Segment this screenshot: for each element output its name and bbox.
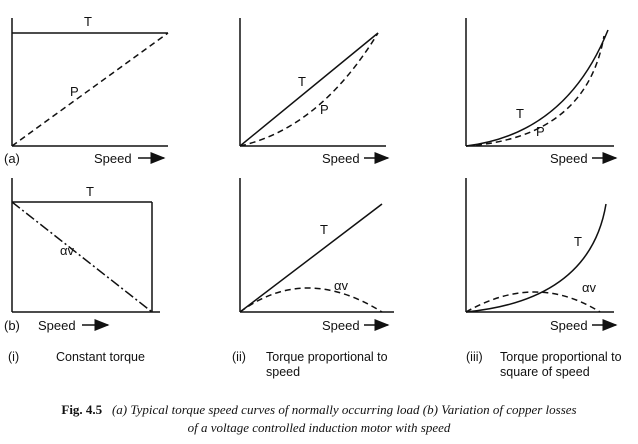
- copper-loss-label: αv: [334, 278, 349, 293]
- panel-a-square: T P Speed: [465, 18, 618, 166]
- power-label: P: [70, 84, 79, 99]
- torque-label: T: [516, 106, 524, 121]
- torque-curve: [239, 203, 383, 313]
- caption-number-i: (i): [8, 350, 20, 364]
- panel-a-constant-torque: T P (a) Speed: [4, 14, 169, 166]
- figure-caption-line2: of a voltage controlled induction motor …: [0, 420, 638, 436]
- torque-label: T: [86, 184, 94, 199]
- torque-label: T: [574, 234, 582, 249]
- caption-proportional: Torque proportional to speed: [266, 350, 388, 379]
- x-axis-label: Speed: [550, 151, 588, 166]
- power-curve: [465, 35, 605, 147]
- x-axis-label: Speed: [38, 318, 76, 333]
- copper-loss-label: αv: [60, 243, 75, 258]
- copper-loss-label: αv: [582, 280, 597, 295]
- x-axis-label: Speed: [322, 318, 360, 333]
- power-curve: [11, 32, 169, 147]
- figure-caption-text1: (a) Typical torque speed curves of norma…: [111, 402, 577, 417]
- panel-b-square: T αv Speed: [465, 178, 618, 333]
- panel-tag: (b): [4, 318, 20, 333]
- torque-label: T: [298, 74, 306, 89]
- caption-constant-torque: Constant torque: [56, 350, 145, 364]
- caption-square: Torque proportional to square of speed: [500, 350, 622, 379]
- power-label: P: [536, 124, 545, 139]
- power-curve: [239, 32, 379, 147]
- torque-curve: [465, 203, 607, 313]
- panel-b-proportional: T αv Speed: [239, 178, 394, 333]
- torque-label: T: [320, 222, 328, 237]
- figure-caption-text2: of a voltage controlled induction motor …: [187, 420, 451, 435]
- caption-number-ii: (ii): [232, 350, 246, 364]
- panel-tag: (a): [4, 151, 20, 166]
- x-axis-label: Speed: [550, 318, 588, 333]
- x-axis-label: Speed: [94, 151, 132, 166]
- torque-label: T: [84, 14, 92, 29]
- panel-b-constant-torque: T αv (b) Speed: [4, 178, 160, 333]
- caption-number-iii: (iii): [466, 350, 483, 364]
- figure-caption-line1: Fig. 4.5 (a) Typical torque speed curves…: [0, 402, 638, 418]
- power-label: P: [320, 102, 329, 117]
- x-axis-label: Speed: [322, 151, 360, 166]
- copper-loss-curve: [11, 201, 153, 313]
- figure-number: Fig. 4.5: [61, 402, 103, 417]
- panel-a-proportional: T P Speed: [239, 18, 390, 166]
- copper-loss-curve: [239, 287, 383, 313]
- torque-curve: [239, 32, 379, 147]
- copper-loss-curve: [465, 291, 601, 313]
- torque-curve: [465, 29, 609, 147]
